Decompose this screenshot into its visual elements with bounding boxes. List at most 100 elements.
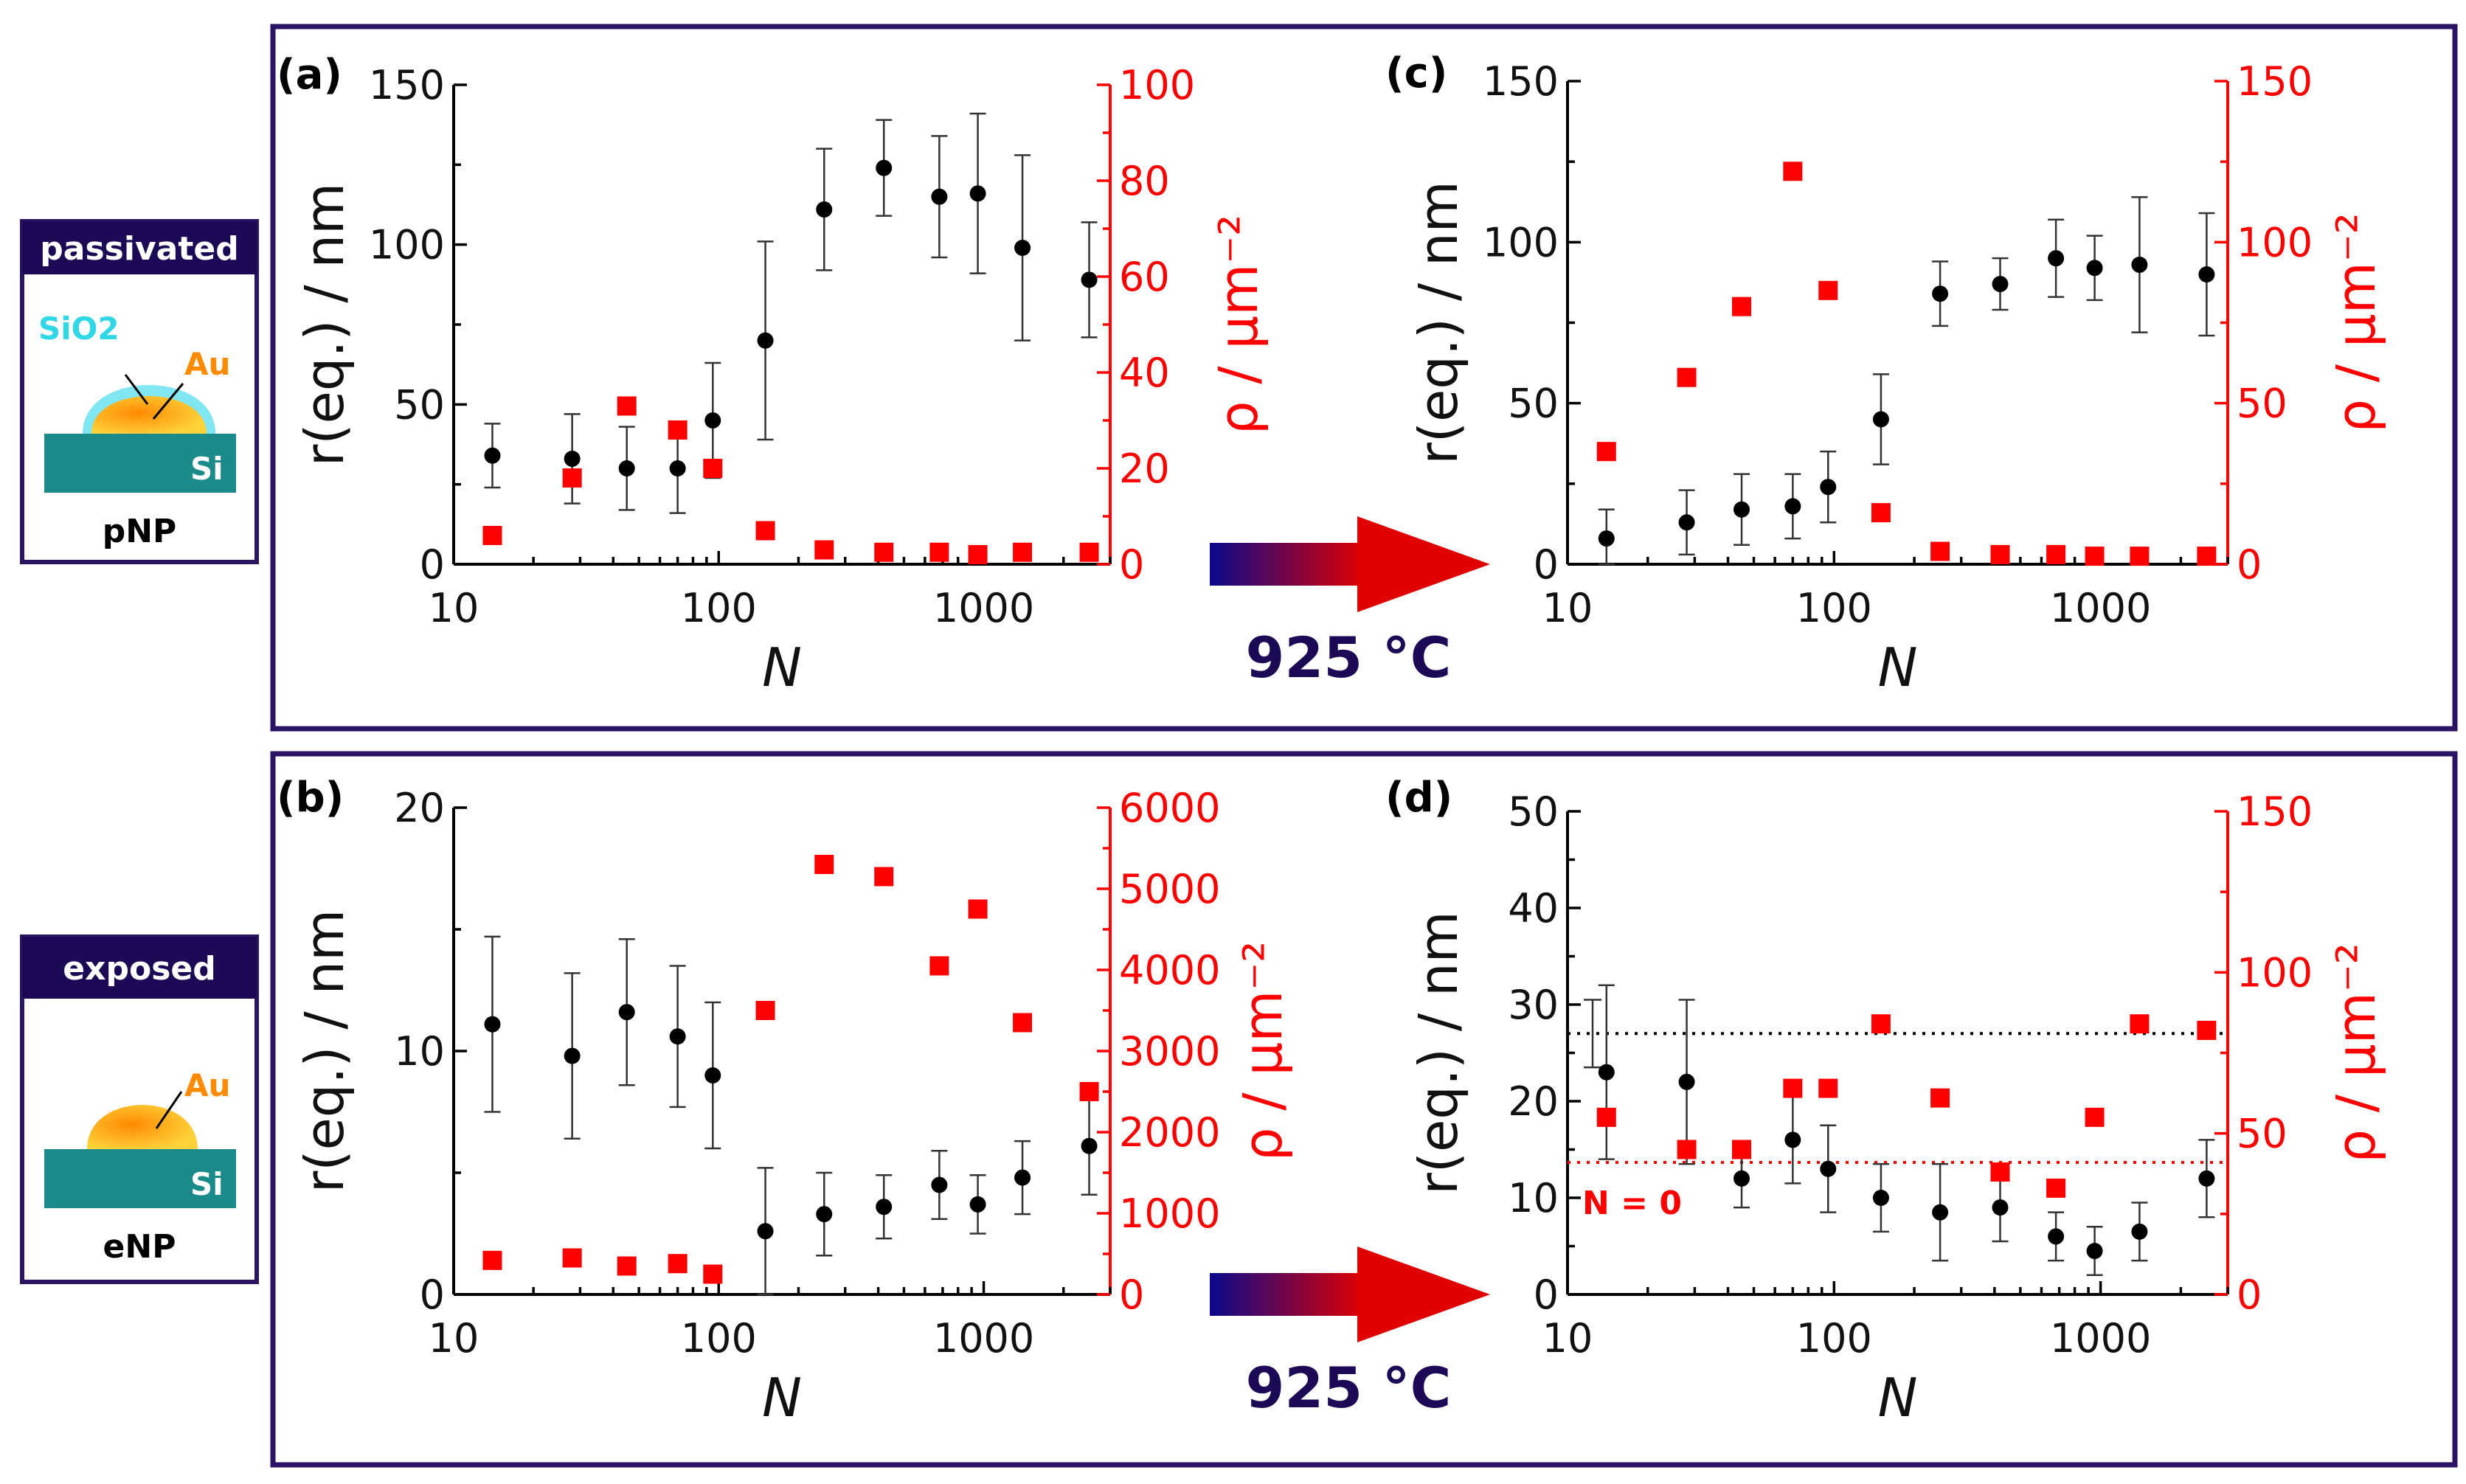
data-point-radius <box>1081 1137 1098 1154</box>
data-point-density <box>703 459 723 478</box>
y-left-tick-label: 0 <box>420 1272 445 1318</box>
x-tick-label: 100 <box>681 1315 757 1362</box>
y-right-tick-label: 100 <box>1119 62 1195 108</box>
data-point-radius <box>1598 1064 1615 1081</box>
sio2-pointer <box>124 374 149 405</box>
y-right-tick-label: 80 <box>1119 158 1170 204</box>
sio2-label: SiO2 <box>38 311 120 347</box>
data-point-density <box>562 1248 582 1268</box>
y-right-tick-label: 50 <box>2237 1111 2287 1157</box>
data-point-density <box>668 1254 687 1274</box>
data-point-radius <box>2131 256 2148 273</box>
y-left-tick-label: 100 <box>369 222 445 268</box>
data-point-density <box>617 396 637 416</box>
y-right-tick-label: 100 <box>2237 949 2313 996</box>
data-point-density <box>755 521 775 541</box>
data-point-density <box>1013 542 1033 562</box>
temperature-label: 925 °C <box>1246 625 1452 690</box>
data-point-density <box>874 542 894 562</box>
panel-label: (b) <box>277 774 344 822</box>
y-right-axis-label: ρ / μm⁻² <box>1232 941 1294 1162</box>
y-right-tick-label: 60 <box>1119 254 1170 300</box>
reference-line-label: N = 0 <box>1582 1185 1682 1222</box>
y-left-tick-label: 10 <box>1508 1175 1559 1221</box>
y-left-tick-label: 150 <box>369 62 445 108</box>
bottom-row-frame <box>270 751 2458 1468</box>
data-point-radius <box>1598 530 1615 547</box>
data-point-radius <box>618 1004 635 1021</box>
y-right-tick-label: 2000 <box>1119 1109 1220 1156</box>
x-axis-label: N <box>762 1367 802 1429</box>
data-point-radius <box>1992 1199 2009 1216</box>
data-point-density <box>874 867 894 887</box>
si-label: Si <box>190 451 224 487</box>
data-point-radius <box>484 447 501 464</box>
data-point-radius <box>2198 266 2215 282</box>
data-point-radius <box>1784 498 1801 515</box>
chart-panel-b: (b)10 100 10000102001000200030004000500060… <box>277 774 1294 1429</box>
au-pointer <box>155 1091 183 1129</box>
inset-exposed-header <box>22 937 257 999</box>
data-point-radius <box>2131 1223 2148 1240</box>
data-point-density <box>1990 1162 2010 1182</box>
y-right-tick-label: 3000 <box>1119 1028 1220 1075</box>
arrow-shaft <box>1210 543 1365 586</box>
x-tick-label: 1000 <box>2050 1315 2151 1362</box>
data-point-radius <box>2086 260 2103 277</box>
gold-particle <box>91 396 207 434</box>
x-tick-label: 100 <box>681 585 757 631</box>
y-left-tick-label: 150 <box>1483 58 1559 105</box>
data-point-radius <box>1678 1073 1695 1090</box>
data-point-radius <box>969 1196 986 1213</box>
data-point-density <box>2130 547 2150 566</box>
y-right-tick-label: 20 <box>1119 445 1170 492</box>
x-tick-label: 100 <box>1796 585 1872 631</box>
data-point-density <box>1013 1013 1033 1033</box>
data-point-density <box>929 542 949 562</box>
y-right-tick-label: 0 <box>1119 541 1144 588</box>
data-point-radius <box>1734 501 1750 518</box>
data-point-radius <box>931 1176 948 1193</box>
data-point-radius <box>816 201 833 218</box>
y-left-tick-label: 20 <box>394 785 445 831</box>
data-point-radius <box>969 185 986 202</box>
y-left-tick-label: 30 <box>1508 982 1559 1028</box>
y-left-tick-label: 50 <box>1508 381 1559 427</box>
data-point-density <box>1818 280 1838 300</box>
top-row-frame <box>270 24 2458 732</box>
arrow-head <box>1357 516 1490 612</box>
data-point-radius <box>564 1047 581 1064</box>
y-left-tick-label: 50 <box>394 381 445 428</box>
data-point-density <box>1732 1140 1752 1159</box>
data-point-radius <box>1820 1160 1837 1177</box>
data-point-density <box>1732 297 1752 316</box>
data-point-density <box>2130 1014 2150 1034</box>
arrow-head <box>1357 1247 1490 1342</box>
inset-passivated-caption: pNP <box>103 513 177 550</box>
data-point-density <box>2197 547 2217 566</box>
y-left-tick-label: 0 <box>1534 541 1559 588</box>
data-point-density <box>617 1256 637 1276</box>
data-point-radius <box>876 1199 893 1216</box>
data-point-radius <box>2048 1228 2065 1245</box>
data-point-density <box>814 855 834 874</box>
x-axis-label: N <box>762 637 802 698</box>
inset-passivated: passivated SiO2 Au Si pNP <box>20 219 259 564</box>
data-point-density <box>482 526 502 545</box>
data-point-radius <box>816 1206 833 1223</box>
data-point-density <box>668 420 687 440</box>
data-point-radius <box>876 159 893 176</box>
data-point-density <box>1677 1140 1697 1159</box>
data-point-density <box>929 956 949 976</box>
data-point-density <box>1930 541 1950 561</box>
data-point-density <box>1818 1078 1838 1098</box>
y-right-tick-label: 0 <box>2237 1272 2262 1318</box>
y-right-tick-label: 4000 <box>1119 947 1220 994</box>
data-point-radius <box>1014 1169 1031 1186</box>
anneal-arrow-bottom: 925 °C <box>1210 1247 1490 1421</box>
data-point-density <box>482 1250 502 1270</box>
data-point-density <box>1783 1078 1803 1098</box>
data-point-radius <box>1678 514 1695 531</box>
data-point-density <box>2197 1020 2217 1040</box>
